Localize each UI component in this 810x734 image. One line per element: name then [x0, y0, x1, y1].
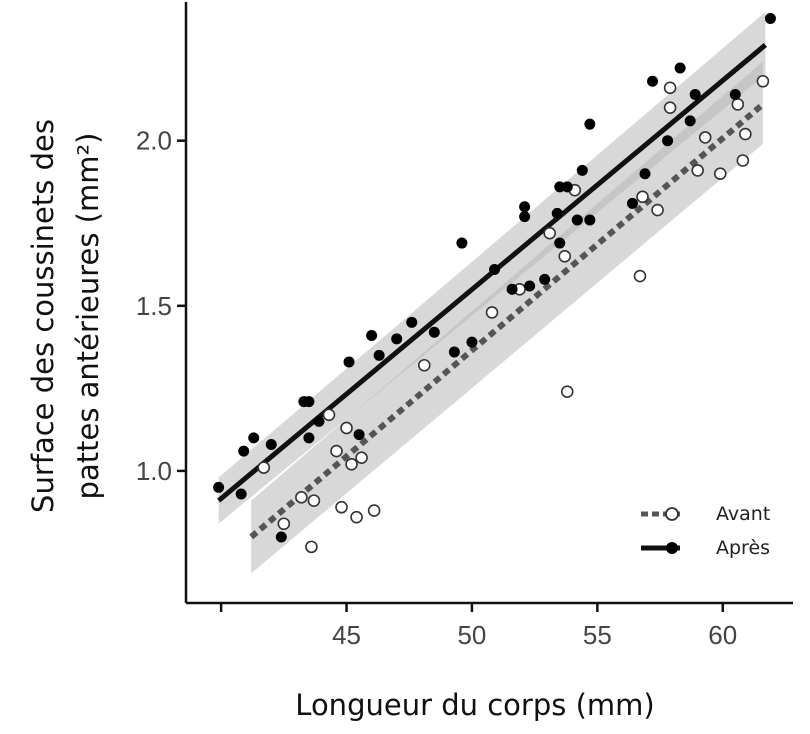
- data-point-avant: [322, 408, 336, 422]
- data-point-apres: [406, 316, 418, 328]
- data-point-apres: [554, 181, 566, 193]
- data-point-apres: [448, 346, 460, 358]
- data-point-apres: [519, 211, 531, 223]
- data-point-avant: [350, 510, 363, 524]
- data-point-apres: [524, 280, 536, 292]
- axis-ticks: 45 50 55 60 1.0 1.5 2.0: [136, 126, 737, 650]
- axes: [184, 2, 793, 605]
- data-point-apres: [584, 118, 596, 130]
- data-point-apres: [639, 168, 651, 180]
- data-point-avant: [277, 517, 291, 531]
- data-point-apres: [561, 181, 573, 193]
- data-point-avant: [663, 101, 677, 114]
- data-point-apres: [539, 273, 551, 285]
- data-point-apres: [353, 429, 365, 441]
- data-point-apres: [366, 330, 378, 342]
- data-point-avant: [636, 190, 649, 204]
- data-point-avant: [731, 98, 745, 111]
- x-tick-label: 60: [708, 620, 737, 650]
- x-axis-title: Longueur du corps (mm): [295, 688, 654, 722]
- confidence-bands: [218, 11, 766, 574]
- data-point-avant: [698, 131, 712, 144]
- data-point-apres: [729, 88, 741, 100]
- data-point-apres: [275, 531, 287, 543]
- data-point-apres: [551, 207, 563, 219]
- data-point-apres: [489, 263, 501, 275]
- data-point-apres: [466, 336, 478, 348]
- data-point-avant: [340, 421, 353, 435]
- data-point-apres: [213, 481, 225, 493]
- fit-line-avant: [249, 102, 765, 540]
- data-point-avant: [651, 203, 664, 217]
- data-point-apres: [303, 432, 315, 444]
- data-point-apres: [674, 62, 686, 74]
- data-point-avant: [345, 458, 358, 471]
- data-point-avant: [257, 461, 271, 474]
- data-point-apres: [764, 13, 776, 25]
- data-point-avant: [713, 167, 727, 181]
- legend-marker-apres: [666, 542, 678, 554]
- y-axis-title-line-1: Surface des coussinets des: [26, 119, 60, 513]
- data-point-avant: [663, 81, 677, 95]
- data-point-apres: [265, 438, 277, 450]
- data-point-avant: [295, 491, 308, 504]
- data-point-avant: [335, 500, 348, 514]
- data-point-avant: [558, 249, 572, 263]
- data-point-apres: [391, 333, 403, 345]
- data-point-apres: [626, 197, 638, 209]
- data-points: [213, 13, 776, 554]
- x-tick-label: 45: [332, 620, 361, 650]
- data-point-apres: [662, 135, 674, 147]
- legend: Avant Après: [641, 503, 770, 559]
- data-point-avant: [691, 164, 704, 177]
- data-point-avant: [307, 494, 321, 507]
- data-point-apres: [303, 396, 315, 408]
- legend-marker-avant: [665, 507, 679, 521]
- data-point-avant: [330, 444, 343, 458]
- x-tick-label: 50: [457, 620, 486, 650]
- data-point-apres: [684, 115, 696, 127]
- data-point-apres: [248, 432, 260, 444]
- data-point-apres: [428, 326, 440, 338]
- data-point-avant: [560, 385, 574, 398]
- data-point-apres: [456, 237, 468, 249]
- data-point-avant: [736, 154, 750, 167]
- legend-label-apres: Après: [716, 537, 770, 559]
- y-tick-label: 2.0: [136, 126, 172, 156]
- data-point-apres: [571, 214, 583, 226]
- data-point-apres: [519, 201, 531, 213]
- y-axis-title-line-2: pattes antérieures (mm²): [71, 133, 105, 500]
- data-point-apres: [584, 214, 596, 226]
- data-point-avant: [305, 540, 318, 554]
- x-tick-label: 55: [583, 620, 612, 650]
- data-point-avant: [756, 74, 770, 88]
- data-point-apres: [313, 415, 325, 427]
- data-point-apres: [238, 445, 250, 457]
- data-point-apres: [554, 237, 566, 249]
- data-point-avant: [485, 306, 499, 319]
- data-point-avant: [543, 226, 556, 240]
- data-point-avant: [417, 358, 431, 372]
- legend-label-avant: Avant: [716, 503, 770, 525]
- data-point-avant: [355, 451, 368, 465]
- data-point-apres: [647, 75, 659, 87]
- data-point-avant: [367, 504, 381, 517]
- y-tick-label: 1.5: [136, 291, 172, 321]
- y-tick-label: 1.0: [136, 456, 172, 486]
- data-point-apres: [689, 88, 701, 100]
- data-point-apres: [576, 164, 588, 176]
- data-point-apres: [235, 488, 247, 500]
- data-point-apres: [506, 283, 518, 295]
- data-point-apres: [343, 356, 355, 368]
- data-point-apres: [373, 349, 385, 361]
- data-point-avant: [739, 127, 752, 141]
- data-point-avant: [633, 269, 647, 283]
